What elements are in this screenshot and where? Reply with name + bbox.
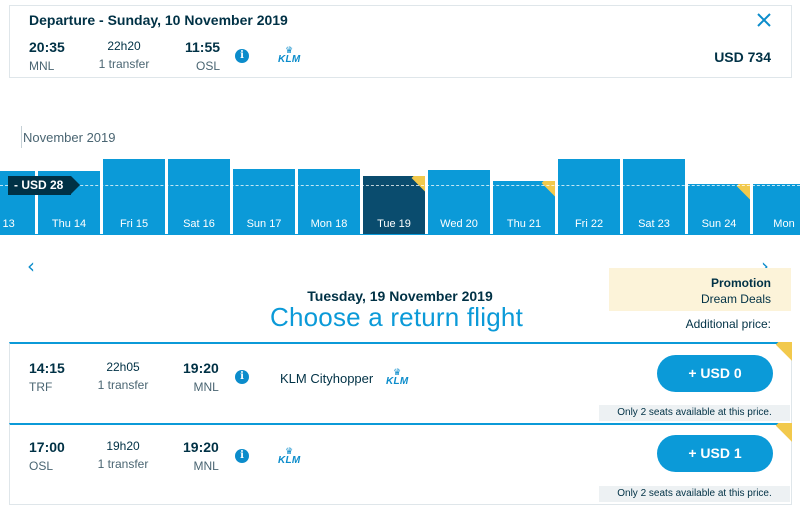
departure-duration: 22h20 1 transfer bbox=[98, 39, 150, 71]
info-icon[interactable]: i bbox=[235, 49, 249, 63]
promotion-title: Promotion bbox=[711, 276, 771, 290]
calendar-day-11[interactable]: Sat 23 bbox=[623, 159, 685, 235]
departure-airport: MNL bbox=[29, 59, 55, 73]
duration-text: 22h20 bbox=[107, 39, 141, 53]
reference-price-line bbox=[0, 185, 800, 186]
duration-text: 19h20 bbox=[106, 439, 140, 453]
discount-badge: - USD 28 bbox=[8, 176, 81, 195]
klm-logo: ♛ KLM bbox=[278, 446, 301, 466]
calendar-day-label: Sat 23 bbox=[638, 218, 670, 230]
month-divider bbox=[21, 126, 22, 148]
arrival-time: 11:55 bbox=[185, 39, 221, 55]
calendar-day-label: Mon 18 bbox=[310, 218, 348, 230]
calendar-day-label: Thu 14 bbox=[51, 218, 87, 230]
calendar-day-label: Sun 17 bbox=[246, 218, 282, 230]
chevron-right-icon[interactable]: › bbox=[761, 254, 769, 278]
calendar-day-label: Mon bbox=[773, 218, 795, 230]
flight-duration: 19h20 1 transfer bbox=[95, 439, 151, 471]
calendar-day-label: Fri 22 bbox=[574, 218, 604, 230]
calendar-day-10[interactable]: Fri 22 bbox=[558, 159, 620, 235]
info-icon[interactable]: i bbox=[235, 449, 249, 463]
flight-origin: 14:15 TRF bbox=[29, 360, 65, 394]
flight-departure-airport: OSL bbox=[29, 459, 54, 473]
select-flight-button[interactable]: + USD 0 bbox=[657, 355, 773, 392]
flight-arrival-airport: MNL bbox=[193, 459, 219, 473]
calendar-day-label: Wed 20 bbox=[440, 218, 478, 230]
flight-origin: 17:00 OSL bbox=[29, 439, 65, 473]
info-icon[interactable]: i bbox=[235, 370, 249, 384]
flight-departure-time: 17:00 bbox=[29, 439, 65, 455]
calendar-day-label: Thu 21 bbox=[506, 218, 542, 230]
calendar-day-12[interactable]: Sun 24 bbox=[688, 184, 750, 235]
promo-ribbon-icon bbox=[537, 181, 555, 199]
klm-logo-text: KLM bbox=[278, 54, 301, 65]
calendar-day-label: Fri 15 bbox=[119, 218, 149, 230]
arrival-airport: OSL bbox=[196, 59, 221, 73]
page-heading: Choose a return flight bbox=[270, 302, 523, 332]
calendar-day-label: Tue 19 bbox=[377, 218, 411, 230]
departure-time: 20:35 bbox=[29, 39, 65, 55]
promo-ribbon-icon bbox=[770, 342, 792, 364]
flight-arrival-time: 19:20 bbox=[183, 360, 219, 376]
departure-title: Departure - Sunday, 10 November 2019 bbox=[29, 12, 288, 28]
calendar-day-label: d 13 bbox=[0, 218, 15, 230]
promo-ribbon-icon bbox=[770, 423, 792, 445]
airline-name: KLM Cityhopper bbox=[280, 371, 374, 386]
flight-destination: 19:20 MNL bbox=[183, 439, 219, 473]
calendar-day-13[interactable]: Mon bbox=[753, 184, 800, 235]
calendar-day-8[interactable]: Wed 20 bbox=[428, 170, 490, 235]
flight-row[interactable]: 14:15 TRF 22h05 1 transfer 19:20 MNL i K… bbox=[9, 342, 792, 424]
calendar-baseline bbox=[0, 234, 800, 235]
klm-logo: ♛ KLM bbox=[278, 45, 301, 65]
duration-text: 22h05 bbox=[106, 360, 140, 374]
select-flight-button[interactable]: + USD 1 bbox=[657, 435, 773, 472]
flight-duration: 22h05 1 transfer bbox=[95, 360, 151, 392]
departure-destination: 11:55 OSL bbox=[185, 39, 220, 73]
promo-ribbon-icon bbox=[732, 184, 750, 202]
flight-departure-airport: TRF bbox=[29, 380, 53, 394]
month-label: November 2019 bbox=[23, 130, 116, 145]
additional-price-label: Additional price: bbox=[685, 317, 771, 331]
calendar-day-3[interactable]: Fri 15 bbox=[103, 159, 165, 235]
flight-departure-time: 14:15 bbox=[29, 360, 65, 376]
calendar-day-6[interactable]: Mon 18 bbox=[298, 169, 360, 235]
promotion-legend: Promotion Dream Deals bbox=[609, 268, 791, 311]
klm-logo-text: KLM bbox=[278, 455, 301, 466]
crown-icon: ♛ bbox=[285, 45, 294, 55]
klm-logo-text: KLM bbox=[386, 376, 409, 387]
crown-icon: ♛ bbox=[285, 446, 294, 456]
calendar-day-9[interactable]: Thu 21 bbox=[493, 181, 555, 235]
transfers-text: 1 transfer bbox=[98, 57, 150, 71]
flight-row[interactable]: 17:00 OSL 19h20 1 transfer 19:20 MNL i ♛… bbox=[9, 423, 792, 505]
crown-icon: ♛ bbox=[393, 367, 402, 377]
flight-arrival-airport: MNL bbox=[193, 380, 219, 394]
seats-availability-note: Only 2 seats available at this price. bbox=[599, 405, 790, 421]
calendar-day-label: Sun 24 bbox=[701, 218, 737, 230]
calendar-day-5[interactable]: Sun 17 bbox=[233, 169, 295, 235]
klm-logo: ♛ KLM bbox=[386, 367, 409, 387]
flight-arrival-time: 19:20 bbox=[183, 439, 219, 455]
promotion-subtitle: Dream Deals bbox=[700, 292, 771, 306]
seats-availability-note: Only 2 seats available at this price. bbox=[599, 486, 790, 502]
chevron-left-icon[interactable]: ‹ bbox=[27, 254, 35, 278]
departure-summary-card: Departure - Sunday, 10 November 2019 20:… bbox=[9, 5, 792, 78]
close-icon[interactable] bbox=[755, 11, 773, 29]
transfers-text: 1 transfer bbox=[97, 457, 149, 471]
fare-calendar: d 13 Thu 14 Fri 15 Sat 16 Sun 17 Mon 18 Tue 19… bbox=[0, 159, 800, 235]
calendar-day-label: Sat 16 bbox=[183, 218, 215, 230]
departure-origin: 20:35 MNL bbox=[29, 39, 65, 73]
transfers-text: 1 transfer bbox=[97, 378, 149, 392]
flight-destination: 19:20 MNL bbox=[183, 360, 219, 394]
selected-date: Tuesday, 19 November 2019 bbox=[307, 288, 493, 304]
departure-price: USD 734 bbox=[714, 49, 771, 65]
calendar-day-4[interactable]: Sat 16 bbox=[168, 159, 230, 235]
